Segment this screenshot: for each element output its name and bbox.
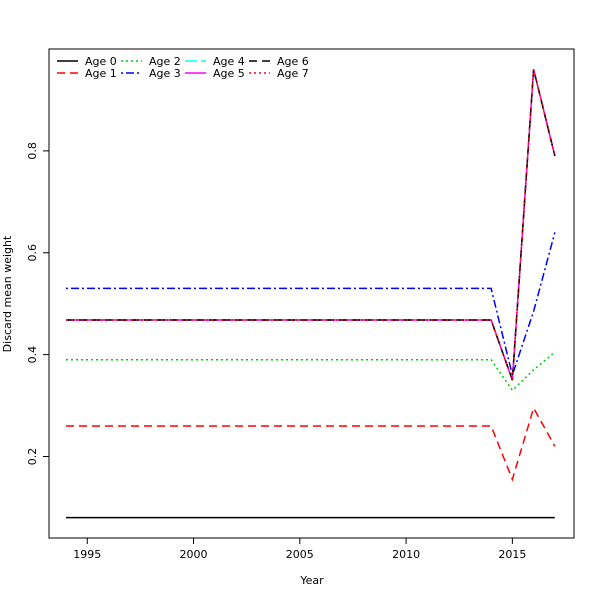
- y-tick-label: 0.4: [26, 346, 39, 364]
- x-tick-label: 1995: [73, 548, 101, 561]
- legend-label: Age 4: [213, 55, 245, 68]
- series-layer: [66, 69, 556, 519]
- legend-label: Age 2: [149, 55, 181, 68]
- y-axis: 0.2 0.4 0.6 0.8: [26, 142, 49, 465]
- x-tick-label: 2000: [180, 548, 208, 561]
- y-tick-label: 0.8: [26, 142, 39, 160]
- legend-label: Age 6: [277, 55, 309, 68]
- plot-area-border: [48, 48, 575, 539]
- legend-label: Age 5: [213, 67, 245, 80]
- x-tick-label: 2015: [498, 548, 526, 561]
- x-tick-label: 2005: [286, 548, 314, 561]
- legend-label: Age 7: [277, 67, 309, 80]
- legend-label: Age 0: [85, 55, 117, 68]
- x-tick-label: 2010: [392, 548, 420, 561]
- series-line-age-7: [66, 69, 556, 381]
- x-axis-title: Year: [299, 574, 324, 587]
- legend-label: Age 1: [85, 67, 117, 80]
- legend-label: Age 3: [149, 67, 181, 80]
- series-line-age-1: [66, 406, 556, 482]
- series-line-age-2: [66, 351, 556, 392]
- y-tick-label: 0.6: [26, 244, 39, 262]
- x-axis: 1995 2000 2005 2010 2015: [73, 538, 526, 561]
- y-axis-title: Discard mean weight: [1, 235, 14, 352]
- series-line-age-3: [66, 232, 556, 378]
- y-tick-label: 0.2: [26, 448, 39, 466]
